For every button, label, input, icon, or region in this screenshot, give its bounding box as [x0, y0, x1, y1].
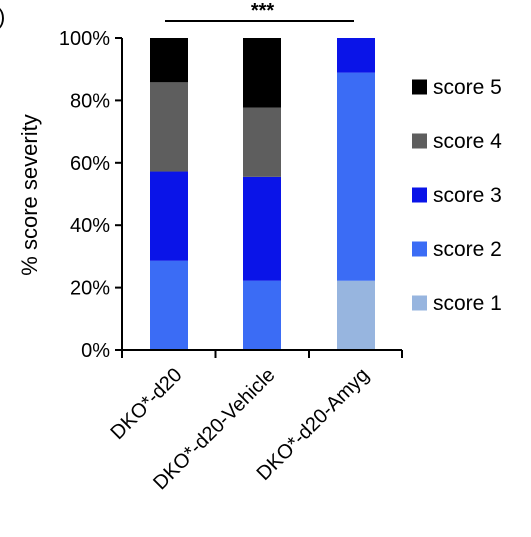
legend-swatch-score-2: [412, 241, 427, 257]
bars-group: [150, 38, 375, 350]
legend-swatch-score-4: [412, 133, 427, 149]
legend-label-score-1: score 1: [433, 292, 502, 315]
y-tick-label-0: 0%: [81, 340, 110, 362]
y-ticks-group: 0% 20% 40% 60% 80% 100%: [59, 28, 122, 362]
bar-segment-2-score-2: [243, 280, 281, 350]
legend-swatch-score-5: [412, 79, 427, 95]
legend-label-score-5: score 5: [433, 76, 502, 99]
bar-segment-2-score-3: [243, 176, 281, 281]
legend-label-score-2: score 2: [433, 238, 502, 261]
legend-swatch-score-1: [412, 295, 427, 311]
y-tick-label-1: 20%: [70, 278, 110, 300]
legend-label-score-4: score 4: [433, 130, 502, 153]
legend: score 5 score 4 score 3 score 2 score 1: [412, 76, 502, 315]
y-tick-label-2: 40%: [70, 215, 110, 237]
bar-segment-1-score-4: [150, 82, 188, 172]
bar-segment-1-score-3: [150, 171, 188, 261]
significance-label: ***: [251, 0, 275, 22]
axes-group: [121, 38, 403, 358]
x-category-label-1: DKO*-d20: [107, 364, 187, 444]
legend-label-score-3: score 3: [433, 184, 502, 207]
bar-segment-3-score-1: [337, 280, 375, 350]
panel-label: ): [0, 4, 5, 29]
y-tick-label-4: 80%: [70, 90, 110, 112]
bar-segment-3-score-3: [337, 38, 375, 73]
bar-segment-3-score-2: [337, 72, 375, 281]
legend-swatch-score-3: [412, 187, 427, 203]
significance-annotation: ***: [165, 0, 354, 22]
y-tick-label-3: 60%: [70, 153, 110, 175]
y-tick-label-5: 100%: [59, 28, 110, 50]
bar-segment-1-score-5: [150, 38, 188, 83]
y-axis-title: % score severity: [17, 114, 42, 275]
bar-segment-2-score-4: [243, 107, 281, 177]
bar-segment-1-score-2: [150, 260, 188, 350]
bar-segment-2-score-5: [243, 38, 281, 108]
